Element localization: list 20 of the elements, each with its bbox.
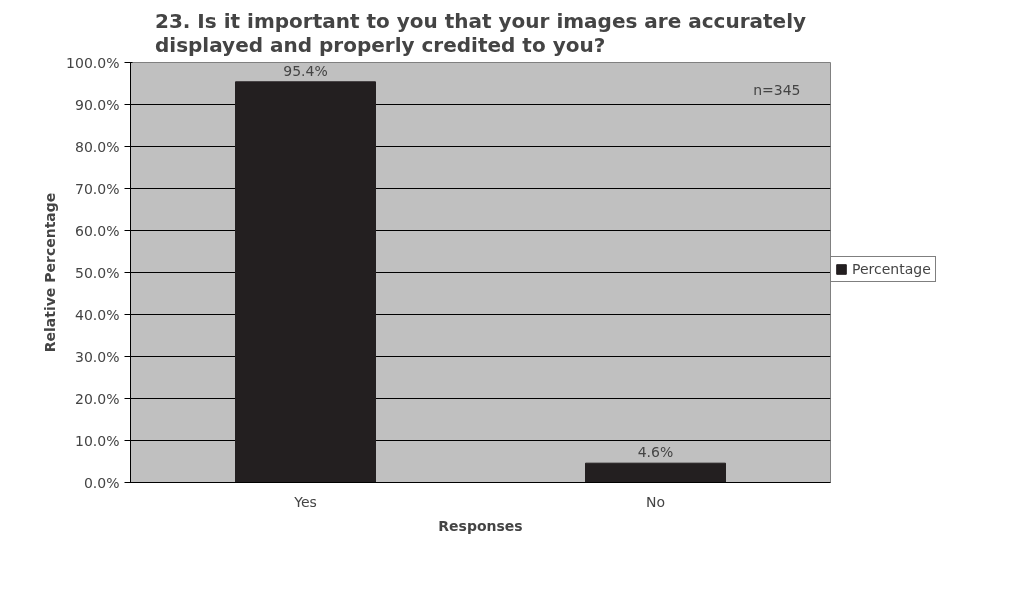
y-tick-label: 80.0%: [75, 138, 120, 155]
y-tick-label: 90.0%: [75, 96, 120, 113]
chart-title: 23. Is it important to you that your images are accurately displayed and properly credited to you?: [154, 8, 807, 57]
y-tick-label: 10.0%: [75, 432, 120, 449]
y-tick-label: 0.0%: [83, 474, 120, 491]
y-tick-label: 50.0%: [75, 264, 120, 281]
x-tick-label: No: [645, 493, 666, 510]
y-tick-label: 100.0%: [66, 54, 120, 71]
y-tick-label: 40.0%: [75, 306, 120, 323]
x-axis-title: Responses: [438, 517, 523, 534]
x-tick-label: Yes: [293, 493, 317, 510]
annotation: n=345: [753, 81, 801, 98]
y-tick-label: 60.0%: [75, 222, 120, 239]
y-tick-label: 70.0%: [75, 180, 120, 197]
legend-label: Percentage: [852, 261, 931, 277]
y-axis-title: Relative Percentage: [42, 192, 59, 353]
data-label: 95.4%: [283, 62, 328, 79]
data-label: 4.6%: [637, 444, 674, 461]
y-tick-label: 30.0%: [75, 348, 120, 365]
y-tick-label: 20.0%: [75, 390, 120, 407]
